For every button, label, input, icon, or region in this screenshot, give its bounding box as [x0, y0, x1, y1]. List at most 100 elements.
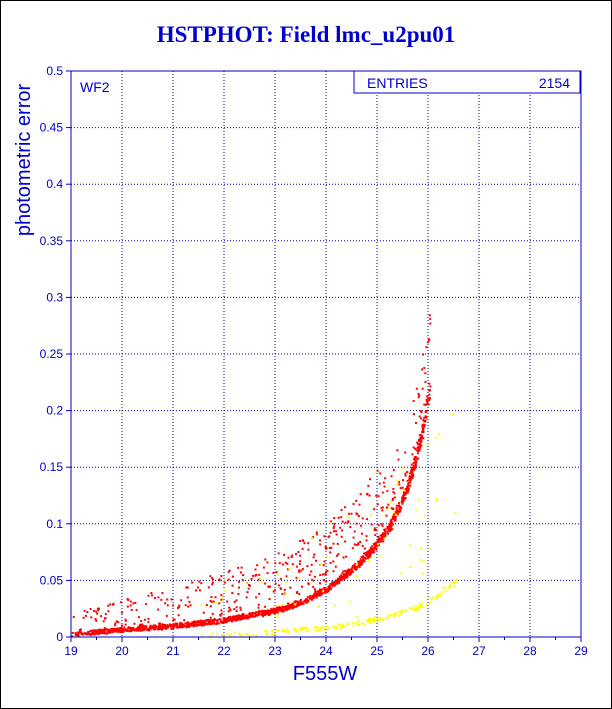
grid-lines [70, 70, 582, 638]
data-point [245, 615, 248, 618]
data-point [285, 580, 288, 583]
data-point [228, 634, 231, 637]
data-point [197, 623, 200, 626]
data-point [140, 620, 143, 623]
data-point [332, 570, 335, 573]
data-point [367, 550, 370, 553]
data-point [116, 627, 119, 630]
data-point [419, 433, 422, 436]
data-point [413, 456, 416, 459]
data-point [349, 569, 352, 572]
data-point [180, 622, 183, 625]
data-point [410, 463, 413, 466]
data-point [416, 457, 419, 460]
data-point [345, 573, 348, 576]
y-tick-label: 0.25 [40, 347, 64, 361]
data-point [307, 548, 310, 551]
data-point [200, 634, 203, 637]
data-point [285, 608, 288, 611]
data-point [294, 603, 297, 606]
data-point [220, 575, 223, 578]
data-point [410, 474, 413, 477]
data-point [242, 617, 245, 620]
data-point [291, 563, 294, 566]
data-point [371, 548, 374, 551]
data-point [414, 460, 417, 463]
data-point [264, 630, 267, 633]
data-point [177, 606, 180, 609]
data-point [216, 632, 219, 635]
data-point [382, 481, 385, 484]
data-point [370, 549, 373, 552]
y-tick-label: 0.35 [40, 234, 64, 248]
data-point [147, 621, 150, 624]
data-point [322, 590, 325, 593]
data-point [394, 613, 397, 616]
data-point [168, 624, 171, 627]
data-point [336, 579, 339, 582]
data-point [170, 627, 173, 630]
data-point [175, 622, 178, 625]
data-point [294, 629, 297, 632]
data-point [219, 613, 222, 616]
data-point [271, 630, 274, 633]
x-tick-label: 21 [166, 644, 180, 658]
data-point [114, 628, 117, 631]
data-point [316, 627, 319, 630]
data-point [229, 615, 232, 618]
data-point [415, 464, 418, 467]
data-point [311, 537, 314, 540]
data-point [315, 533, 318, 536]
data-point [372, 547, 375, 550]
data-point [237, 614, 240, 617]
data-point [124, 618, 127, 621]
data-point [306, 565, 309, 568]
data-point [244, 616, 247, 619]
data-point [384, 528, 387, 531]
data-point [413, 466, 416, 469]
data-point [150, 592, 153, 595]
data-point [321, 591, 324, 594]
data-point [95, 610, 98, 613]
data-point [148, 628, 151, 631]
data-point [269, 585, 272, 588]
data-point [338, 576, 341, 579]
data-point [81, 633, 84, 636]
data-point [189, 622, 192, 625]
data-point [301, 539, 304, 542]
data-point [381, 524, 384, 527]
data-point [448, 586, 451, 589]
data-point [350, 512, 353, 515]
data-point [162, 623, 165, 626]
data-point [151, 594, 154, 597]
data-point [287, 556, 290, 559]
data-point [318, 539, 321, 542]
data-point [369, 550, 372, 553]
data-point [135, 609, 138, 612]
data-point [381, 619, 384, 622]
data-point [366, 552, 369, 555]
data-point [230, 620, 233, 623]
data-point [406, 490, 409, 493]
data-point [418, 415, 421, 418]
data-point [392, 469, 395, 472]
data-point [122, 630, 125, 633]
data-point [313, 594, 316, 597]
data-point [87, 633, 90, 636]
data-point [210, 623, 213, 626]
data-point [77, 631, 80, 634]
data-point [127, 598, 130, 601]
data-point [89, 633, 92, 636]
data-point [341, 625, 344, 628]
data-point [195, 624, 198, 627]
data-point [158, 625, 161, 628]
data-point [154, 628, 157, 631]
data-point [387, 529, 390, 532]
data-point [390, 518, 393, 521]
data-point [261, 613, 264, 616]
data-point [347, 568, 350, 571]
data-point [95, 630, 98, 633]
data-point [348, 600, 351, 603]
data-point [170, 598, 173, 601]
data-point [211, 620, 214, 623]
